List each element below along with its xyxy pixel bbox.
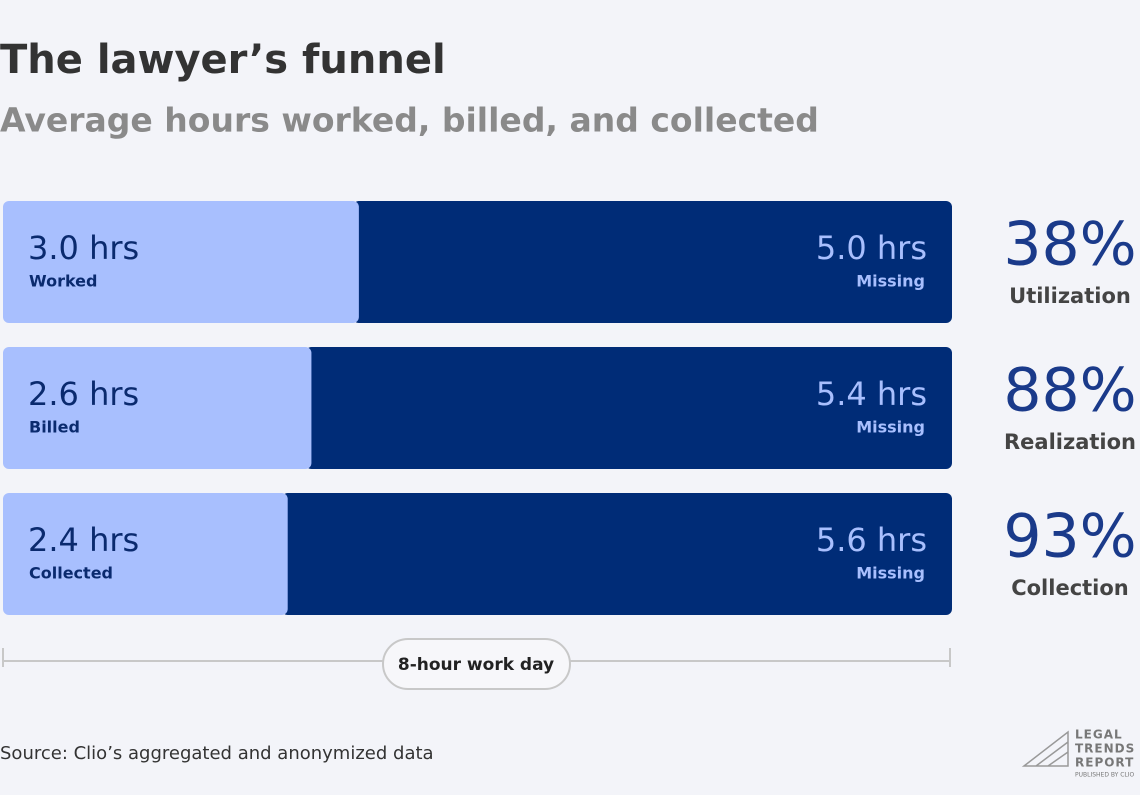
source: Source: Clio’s aggregated and anonymized… (0, 743, 434, 764)
value-label: 2.6 hrs (28, 375, 139, 413)
value-label: 5.6 hrs (816, 521, 927, 559)
x-axis-label: 8-hour work day (398, 655, 554, 675)
value-label: 5.0 hrs (816, 229, 927, 267)
bar-segment (281, 493, 952, 615)
bar-segment (3, 201, 359, 323)
axis-label-pill (382, 638, 571, 690)
rate-value: 93% (1003, 502, 1136, 572)
bar-segment (305, 347, 952, 469)
logo-byline: PUBLISHED BY CLIO (1075, 772, 1135, 779)
rate-value: 38% (1003, 210, 1136, 280)
series-label: Missing (856, 272, 925, 291)
bar-segment (3, 493, 288, 615)
category-label: Collected (29, 564, 113, 583)
rate-value: 88% (1003, 356, 1136, 426)
chart-subtitle: Average hours worked, billed, and collec… (0, 101, 819, 140)
rate-name: Realization (1004, 430, 1136, 454)
bar-segment (3, 347, 312, 469)
value-label: 2.4 hrs (28, 521, 139, 559)
logo-text: LEGAL (1075, 728, 1123, 742)
logo: LEGAL TRENDS REPORT PUBLISHED BY CLIO (1021, 728, 1135, 779)
logo-mark (1021, 730, 1069, 767)
chart-title: The lawyer’s funnel (0, 37, 446, 83)
value-label: 5.4 hrs (816, 375, 927, 413)
category-label: Worked (29, 272, 97, 291)
series-label: Missing (856, 418, 925, 437)
category-label: Billed (29, 418, 80, 437)
series-label: Missing (856, 564, 925, 583)
rate-name: Collection (1011, 576, 1129, 600)
logo-text: REPORT (1075, 756, 1134, 770)
bar-segment (352, 201, 952, 323)
value-label: 3.0 hrs (28, 229, 139, 267)
rate-name: Utilization (1009, 284, 1131, 308)
logo-text: TRENDS (1075, 742, 1135, 756)
